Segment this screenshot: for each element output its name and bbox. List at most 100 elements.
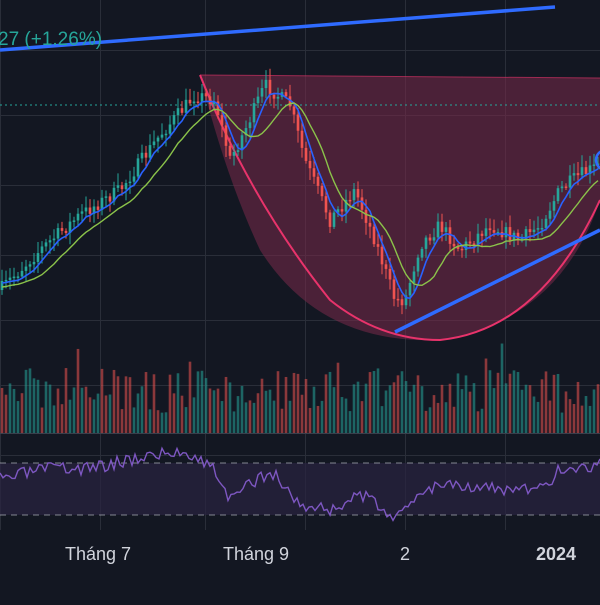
volume-bar [332, 387, 336, 433]
candle-body [212, 101, 216, 105]
volume-bar [588, 405, 592, 433]
volume-bar [116, 376, 120, 433]
volume-bar [144, 372, 148, 433]
ma-fast-line [1, 92, 599, 300]
candle-body [572, 173, 576, 176]
candle-body [296, 114, 300, 131]
candle-body [148, 145, 152, 158]
volume-bar [480, 408, 484, 433]
volume-bar [256, 393, 260, 433]
candle-body [300, 130, 304, 148]
volume-bar [296, 373, 300, 433]
candle-body [224, 125, 228, 146]
volume-bar [56, 388, 60, 433]
candle-body [276, 96, 280, 99]
candle-body [364, 209, 368, 223]
candle-body [48, 240, 52, 243]
candle-body [496, 232, 500, 234]
candle-body [20, 270, 24, 277]
candle-body [480, 233, 484, 236]
candle-body [236, 150, 240, 152]
volume-bar [568, 399, 572, 433]
candle-body [268, 79, 272, 95]
candle-body [328, 212, 332, 227]
volume-bar [488, 370, 492, 433]
volume-bar [460, 389, 464, 433]
volume-bar [508, 373, 512, 433]
candle-body [372, 226, 376, 245]
volume-bar [260, 378, 264, 433]
volume-bar [12, 388, 16, 433]
candle-body [140, 152, 144, 159]
candle-body [188, 99, 192, 104]
volume-bar [228, 382, 232, 433]
candle-body [180, 108, 184, 113]
volume-bar [468, 391, 472, 433]
volume-bar [312, 386, 316, 433]
candle-body [56, 228, 60, 239]
volume-bar [36, 379, 40, 433]
volume-bar [268, 389, 272, 433]
volume-bar [172, 393, 176, 433]
candle-body [60, 228, 64, 231]
candle-body [208, 96, 212, 105]
volume-bar [328, 371, 332, 433]
volume-bar [200, 370, 204, 433]
volume-bar [192, 397, 196, 433]
candle-body [360, 197, 364, 210]
volume-bar [536, 401, 540, 433]
volume-bar [540, 379, 544, 433]
volume-bar [160, 412, 164, 433]
volume-bar [60, 404, 64, 433]
candle-body [344, 199, 348, 212]
candle-body [520, 238, 524, 240]
candle-body [160, 134, 164, 138]
candle-body [348, 199, 352, 202]
candle-body [532, 229, 536, 233]
volume-bar [300, 394, 304, 433]
candle-body [36, 253, 40, 262]
candle-body [204, 93, 208, 97]
candle-body [556, 188, 560, 202]
volume-bar [188, 361, 192, 433]
candle-body [552, 201, 556, 211]
volume-bar [124, 376, 128, 433]
candle-body [380, 246, 384, 265]
candle-body [528, 229, 532, 233]
volume-bar [364, 383, 368, 433]
candle-body [92, 206, 96, 214]
volume-bar [572, 404, 576, 433]
marker-circle [594, 150, 600, 170]
volume-bar [96, 393, 100, 433]
candle-body [12, 276, 16, 279]
volume-bar [596, 384, 600, 433]
volume-bar [204, 378, 208, 433]
candle-body [112, 187, 116, 202]
candle-body [316, 176, 320, 186]
volume-bar [176, 373, 180, 433]
volume-bar [452, 406, 456, 433]
x-axis-label: 2024 [536, 544, 576, 564]
candle-body [424, 237, 428, 249]
candle-body [324, 196, 328, 213]
volume-bar [548, 400, 552, 433]
candle-body [256, 96, 260, 104]
candle-body [132, 176, 136, 182]
volume-bar [148, 409, 152, 433]
candle-body [304, 147, 308, 161]
volume-bar [472, 383, 476, 433]
volume-bar [104, 395, 108, 433]
volume-bar [380, 406, 384, 433]
volume-bar [84, 386, 88, 433]
candle-body [460, 248, 464, 251]
volume-bar [404, 381, 408, 433]
volume-bar [520, 389, 524, 433]
volume-bar [20, 393, 24, 433]
candle-body [52, 238, 56, 241]
candle-body [100, 197, 104, 210]
x-axis-label: Tháng 9 [223, 544, 289, 564]
volume-bar [280, 408, 284, 433]
volume-bar [24, 369, 28, 433]
candle-body [436, 221, 440, 238]
